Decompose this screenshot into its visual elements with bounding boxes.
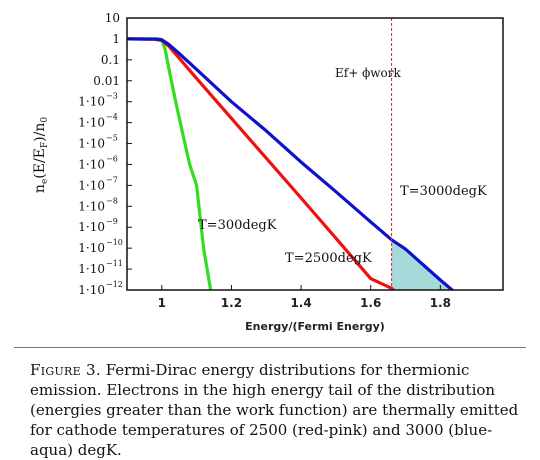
caption-label: Figure 3. <box>30 361 101 379</box>
tail-fill-t3000degk <box>391 239 503 290</box>
y-tick-exponent: −8 <box>106 196 118 205</box>
x-tick-label: 1.8 <box>430 296 451 310</box>
y-tick-label: 0.1 <box>101 53 120 67</box>
y-axis-title: ne(E/EF)/n0 <box>32 117 50 193</box>
x-axis-title: Energy/(Fermi Energy) <box>245 320 385 333</box>
caption-divider <box>14 347 526 348</box>
y-tick-label: 1·10 <box>78 241 105 255</box>
y-tick-label: 1·10 <box>78 220 105 234</box>
y-tick-label: 1·10 <box>78 116 105 130</box>
y-tick-exponent: −11 <box>106 259 123 268</box>
series-line-t300degk <box>127 37 213 290</box>
y-tick-label: 1·10 <box>78 137 105 151</box>
y-tick-exponent: −4 <box>106 113 118 122</box>
y-tick-label: 0.01 <box>93 74 120 88</box>
y-tick-label: 1·10 <box>78 95 105 109</box>
y-tick-exponent: −6 <box>106 154 118 163</box>
t3000-label: T=3000degK <box>400 184 487 199</box>
x-axis-ticks: 1 1.2 1.4 1.6 1.8 <box>158 285 451 310</box>
series-line-t3000degk <box>127 37 455 290</box>
y-tick-label: 1 <box>112 32 120 46</box>
caption-text: Fermi-Dirac energy distributions for the… <box>30 361 519 459</box>
y-tick-exponent: −5 <box>106 134 118 143</box>
t2500-label: T=2500degK <box>285 251 372 266</box>
x-tick-label: 1.4 <box>290 296 311 310</box>
figure-caption: Figure 3. Fermi-Dirac energy distributio… <box>30 360 524 460</box>
work-function-label: Ef+ ϕwork <box>335 66 401 80</box>
series-lines <box>127 37 455 290</box>
t300-label: T=300degK <box>198 218 277 233</box>
y-tick-label: 1·10 <box>78 262 105 276</box>
y-tick-label: 1·10 <box>78 199 105 213</box>
plot-frame <box>126 17 504 291</box>
y-tick-exponent: −9 <box>106 217 118 226</box>
x-tick-label: 1.2 <box>221 296 242 310</box>
y-tick-exponent: −12 <box>106 280 123 289</box>
y-tick-label: 10 <box>105 11 120 25</box>
y-tick-exponent: −3 <box>106 92 118 101</box>
y-tick-label: 1·10 <box>78 283 105 297</box>
y-tick-label: 1·10 <box>78 157 105 171</box>
x-tick-label: 1 <box>158 296 166 310</box>
y-tick-exponent: −7 <box>106 175 118 184</box>
x-tick-label: 1.6 <box>360 296 381 310</box>
y-tick-label: 1·10 <box>78 178 105 192</box>
tail-fills <box>391 239 503 290</box>
y-tick-exponent: −10 <box>106 238 123 247</box>
